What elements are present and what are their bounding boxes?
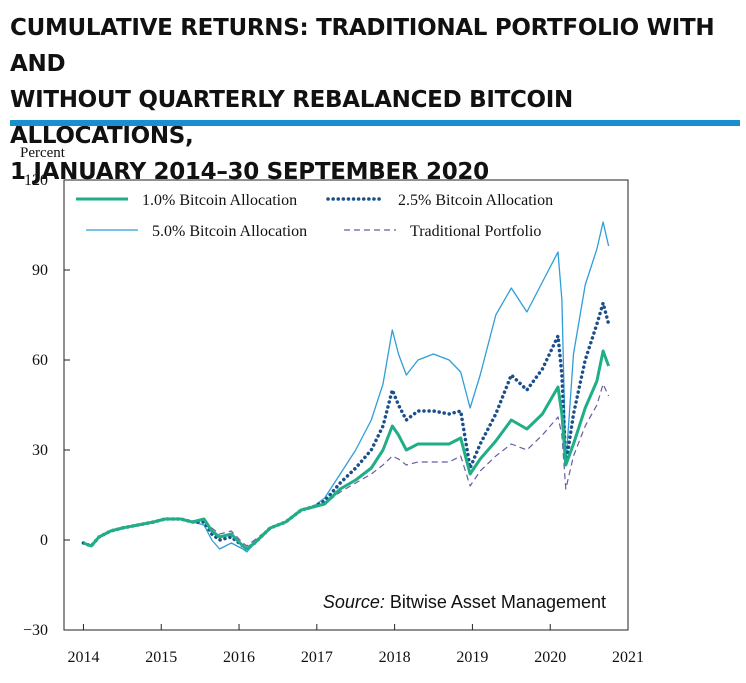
y-tick-label: 120	[24, 172, 48, 189]
source-note: Source: Bitwise Asset Management	[323, 592, 606, 612]
series-line-btc1	[82, 349, 611, 551]
legend-label-btc1: 1.0% Bitcoin Allocation	[142, 192, 297, 209]
chart-title: CUMULATIVE RETURNS: TRADITIONAL PORTFOLI…	[10, 10, 740, 190]
x-tick-label: 2019	[456, 649, 488, 666]
y-axis: 120 90 60 30 0 −30	[23, 172, 70, 639]
title-line-1: CUMULATIVE RETURNS: TRADITIONAL PORTFOLI…	[10, 15, 715, 77]
x-tick-label: 2018	[379, 649, 411, 666]
y-tick-label: −30	[23, 622, 48, 639]
legend-label-btc5: 5.0% Bitcoin Allocation	[152, 223, 307, 240]
series-lines	[81, 221, 611, 553]
legend-label-traditional: Traditional Portfolio	[410, 223, 541, 240]
x-tick-label: 2014	[67, 649, 99, 666]
title-accent-rule	[10, 120, 740, 126]
source-text: Bitwise Asset Management	[385, 592, 606, 612]
y-tick-label: 60	[32, 352, 48, 369]
x-tick-label: 2020	[534, 649, 566, 666]
title-line-3: 1 JANUARY 2014–30 SEPTEMBER 2020	[10, 159, 489, 185]
y-tick-label: 0	[40, 532, 48, 549]
source-prefix: Source:	[323, 592, 385, 612]
y-tick-label: 30	[32, 442, 48, 459]
x-tick-label: 2021	[612, 649, 644, 666]
series-line-traditional	[83, 383, 610, 547]
x-tick-label: 2016	[223, 649, 255, 666]
y-axis-label: Percent	[20, 145, 66, 161]
x-axis: 2014 2015 2016 2017 2018 2019 2020 2021	[67, 624, 644, 666]
legend-label-btc25: 2.5% Bitcoin Allocation	[398, 192, 553, 209]
x-tick-label: 2017	[301, 649, 333, 666]
series-line-btc25	[81, 301, 611, 551]
plot-frame	[63, 179, 629, 631]
legend: 1.0% Bitcoin Allocation 2.5% Bitcoin All…	[76, 192, 553, 240]
y-tick-label: 90	[32, 262, 48, 279]
x-tick-label: 2015	[145, 649, 177, 666]
title-line-2: WITHOUT QUARTERLY REBALANCED BITCOIN ALL…	[10, 87, 573, 149]
